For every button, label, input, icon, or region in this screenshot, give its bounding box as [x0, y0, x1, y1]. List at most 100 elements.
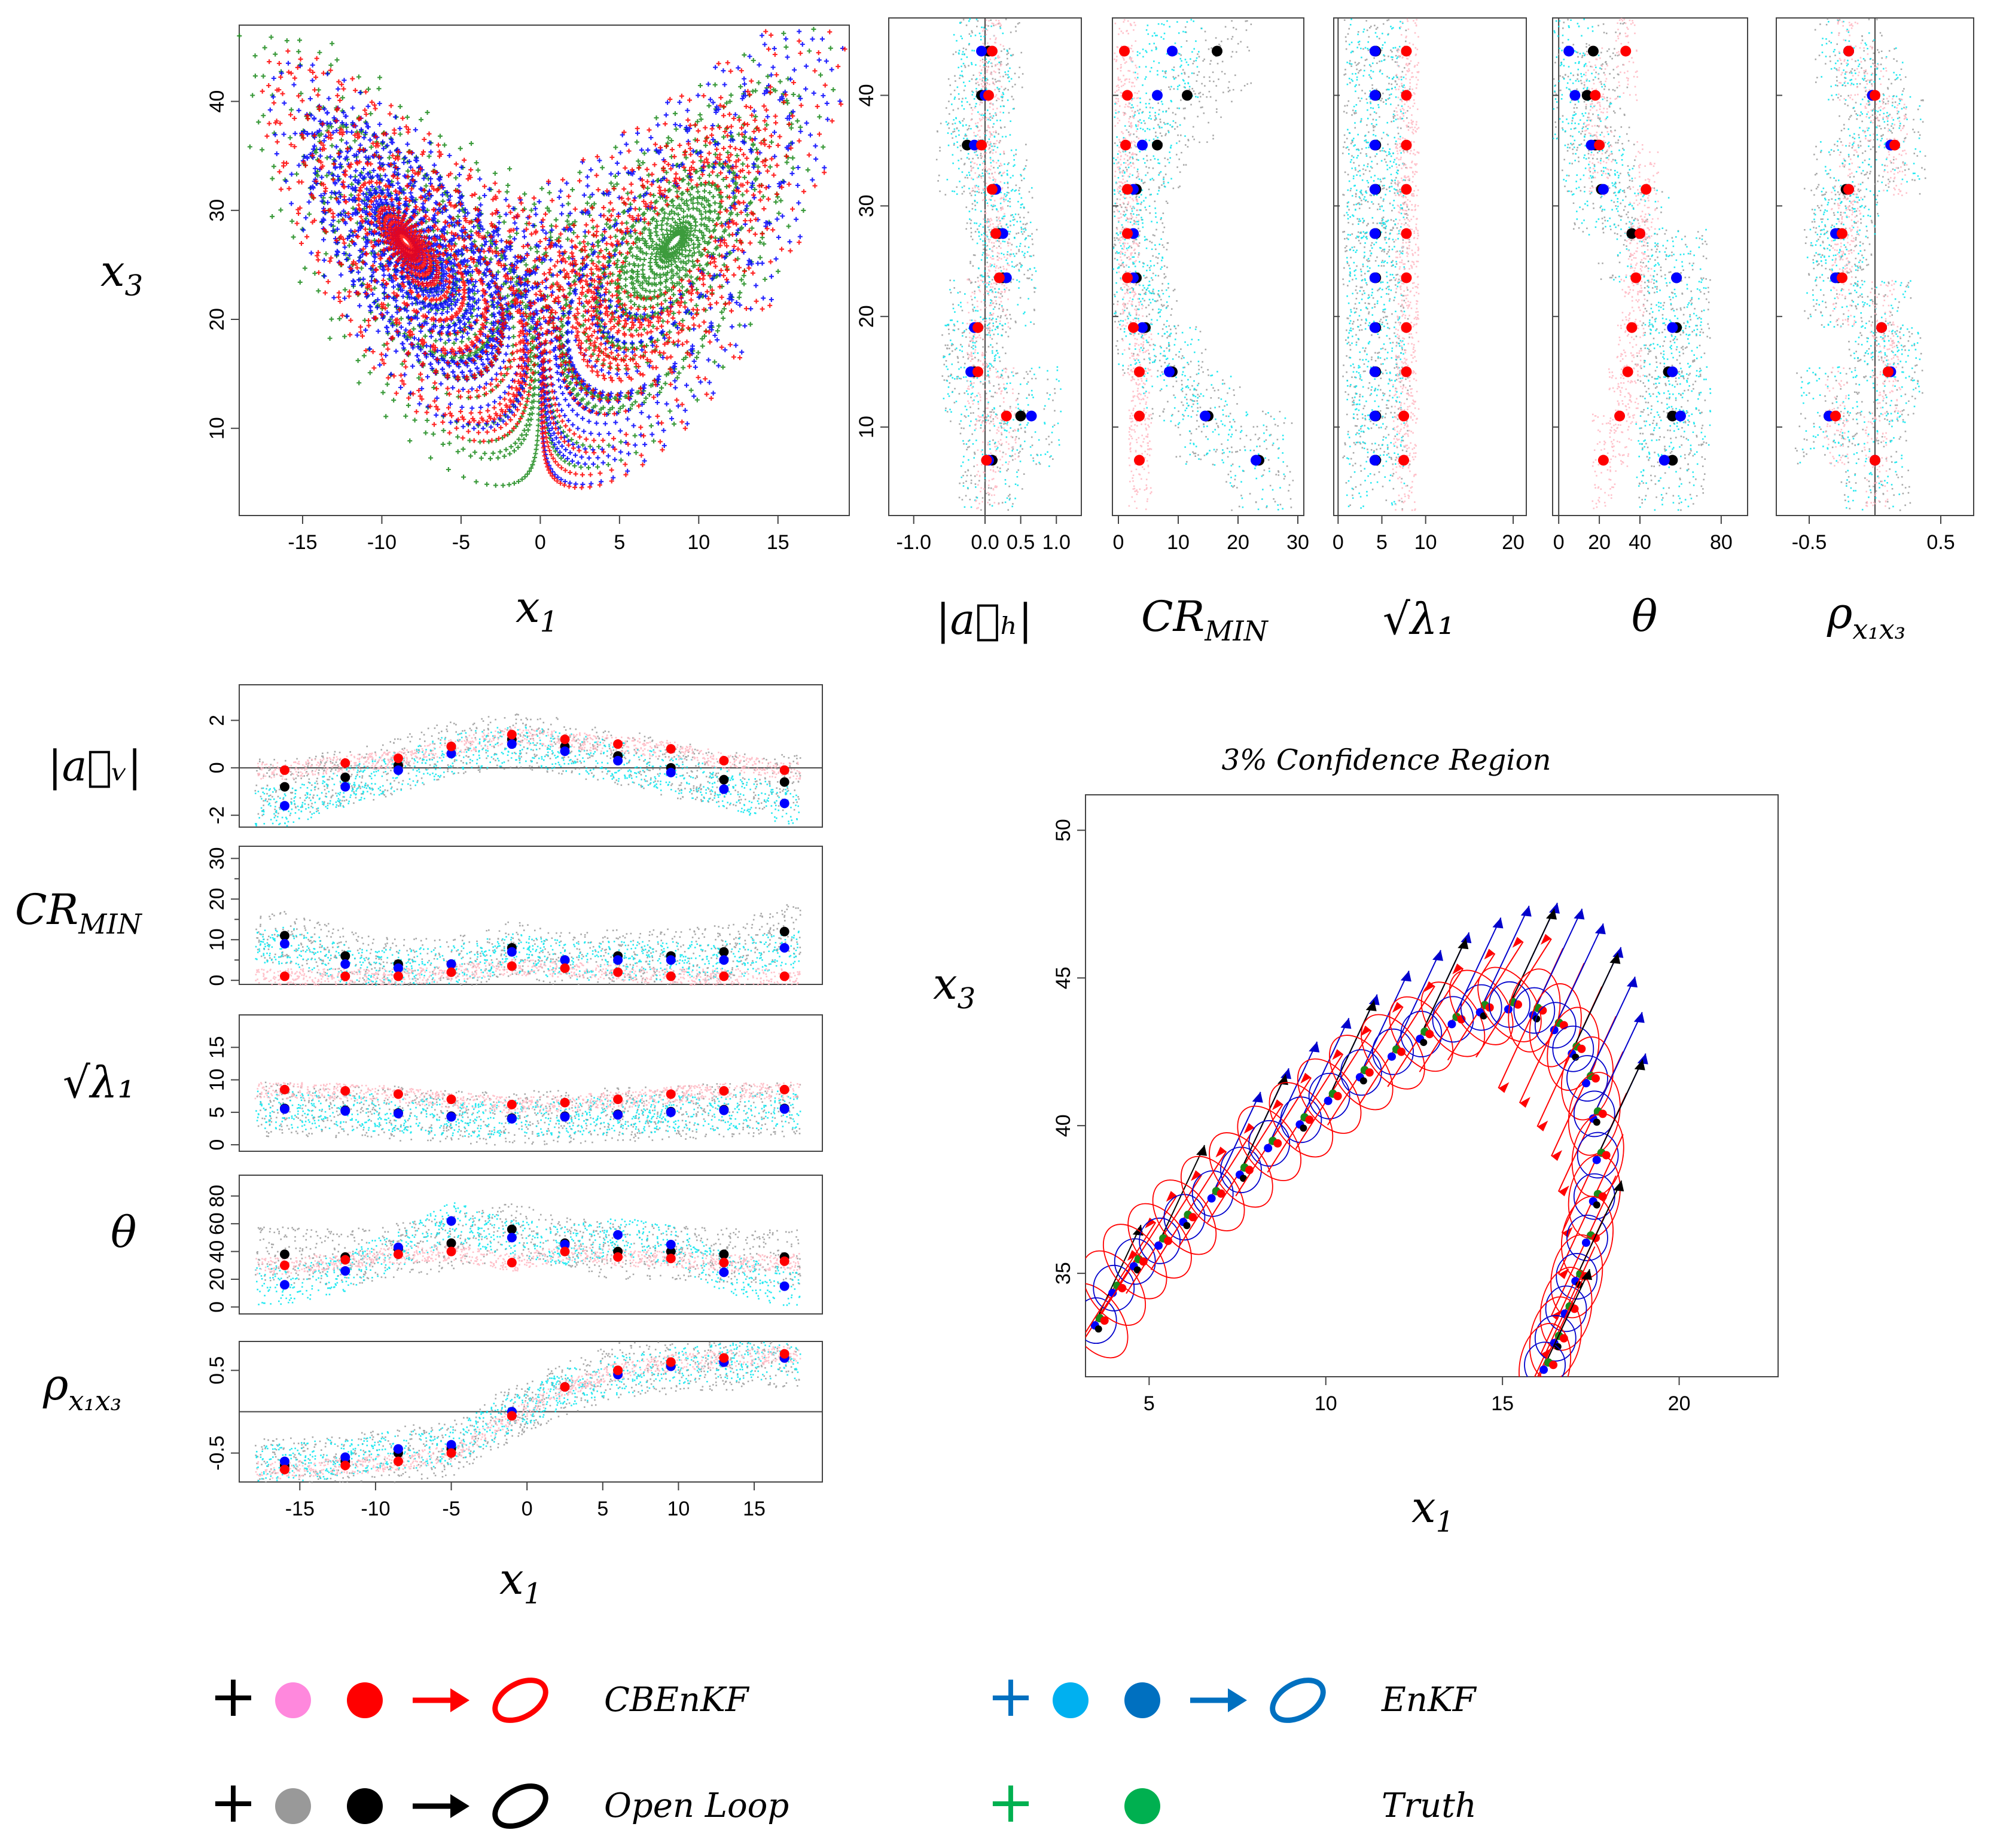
ah_vs_x3-xtick-label: -1.0 [896, 531, 931, 554]
enkf-ellipse [1545, 1285, 1587, 1332]
cbenkf-ellipse [1560, 1036, 1614, 1121]
rho_vs_x1-cbenkf-bin [719, 1353, 729, 1363]
av_vs_x1-frame [239, 684, 823, 828]
enkf-ellipse [1248, 1120, 1291, 1167]
enkf-arrow-head [1637, 1053, 1648, 1065]
cbenkf-ellipse [1127, 1203, 1192, 1279]
lambda_vs_x3-enkf-bin [1369, 228, 1380, 239]
ah_vs_x3-ytick-label: 30 [855, 194, 878, 217]
cr_vs_x3-enkf-bin [1251, 455, 1261, 466]
legend-plus-icon: + [987, 1663, 1035, 1730]
ah_vs_x3-cbenkf-bin [983, 90, 994, 101]
theta_vs_x1-cbenkf-bin [719, 1258, 729, 1268]
enkf-ellipse [1573, 1090, 1615, 1138]
theta_vs_x3-cbenkf-bin [1620, 45, 1632, 57]
legend-label: EnKF [1381, 1681, 1477, 1719]
openloop-arrow [1159, 1145, 1205, 1242]
rho_vs_x1-xtick-label: -10 [361, 1498, 390, 1520]
theta_vs_x1-openloop-bin [279, 1249, 289, 1260]
cbenkf-point [1188, 1213, 1197, 1222]
lambda_vs_x1-ytick-label: 15 [206, 1036, 228, 1059]
openloop-point [1094, 1325, 1102, 1333]
openloop-point [1300, 1124, 1307, 1132]
ah_vs_x3-xtick-label: 0.0 [971, 531, 999, 554]
cbenkf-arrow-head [1537, 1120, 1548, 1132]
cr-label-left: CRMIN [15, 885, 143, 940]
axis-labels-layer: x1 x3 |a⃗ₕ| CRMIN √λ₁ θ ρx₁x₃ |a⃗ᵥ| CRMI… [15, 246, 1905, 1611]
ah_vs_x3-cbenkf-bin [972, 322, 984, 333]
enkf-ellipse [1524, 1341, 1566, 1377]
attractor-xtick-label: 0 [535, 531, 546, 554]
legend-item-truth: + Truth [987, 1768, 1477, 1835]
attractor-ylabel: x3 [100, 246, 143, 303]
lambda_vs_x1-cbenkf-bin [446, 1094, 456, 1105]
lambda_vs_x3-cbenkf-bin [1401, 228, 1412, 239]
av_vs_x1-enkf-bin [560, 746, 570, 757]
attractor-xlabel: x1 [516, 582, 558, 639]
cbenkf-arrow [1359, 986, 1435, 1105]
rho_vs_x1-xtick-label: 15 [743, 1498, 766, 1520]
lambda_vs_x1-ytick-label: 0 [206, 1139, 228, 1151]
cbenkf-ellipse [1389, 996, 1454, 1072]
enkf-ellipse [1086, 1297, 1117, 1344]
rho_vs_x1-xtick-label: -5 [442, 1498, 460, 1520]
theta_vs_x3-openloop-bin [1626, 228, 1638, 239]
confidence-region-ytick-label: 45 [1052, 966, 1075, 989]
theta_vs_x3-enkf-bin [1667, 366, 1678, 377]
confidence-region-content [1086, 902, 1648, 1377]
cbenkf-arrow-head [1272, 1099, 1283, 1111]
enkf-arrow [1480, 905, 1530, 1008]
lambda_vs_x3-cloud-2 [1392, 18, 1420, 511]
enkf-arrow [1554, 923, 1604, 1026]
rho_vs_x1-ytick-label: 0.5 [206, 1356, 228, 1385]
attractor-ytick-label: 40 [206, 90, 228, 113]
lambda_vs_x3-enkf-bin [1369, 184, 1380, 195]
av_vs_x1-cbenkf-bin [340, 758, 350, 768]
av_vs_x1-cbenkf-bin [507, 730, 517, 740]
av_vs_x1-enkf-bin [340, 782, 350, 792]
cbenkf-arrow-head [1484, 949, 1495, 960]
lambda_vs_x1-enkf-bin [446, 1112, 456, 1122]
lambda_vs_x3-enkf-bin [1369, 45, 1380, 57]
cr_vs_x1-cbenkf-bin [779, 971, 789, 981]
enkf-arrow-head [1280, 1068, 1291, 1079]
enkf-ellipse [1534, 1002, 1577, 1049]
lambda_vs_x1-cbenkf-bin [779, 1084, 789, 1094]
theta_vs_x3-enkf-bin [1569, 90, 1581, 101]
legend-item-cbenkf: + CBEnKF [209, 1663, 750, 1730]
cr_vs_x1-ytick-label: 10 [206, 928, 228, 951]
legend-dark-dot-icon [1124, 1682, 1160, 1718]
ah-label: |a⃗ₕ| [936, 595, 1032, 644]
lambda_vs_x3-cbenkf-bin [1401, 184, 1412, 195]
cbenkf-arrow-head [1558, 1268, 1569, 1279]
rho_vs_x3-cloud-2 [1824, 18, 1908, 507]
ah_vs_x3-cbenkf-bin [972, 366, 984, 377]
cbenkf-arrow-head [1332, 1049, 1343, 1060]
cr_vs_x1-enkf-bin [719, 955, 729, 965]
theta_vs_x3-cbenkf-bin [1641, 184, 1652, 195]
openloop-arrow [1420, 938, 1467, 1035]
theta_vs_x1-enkf-bin [719, 1267, 729, 1277]
av_vs_x1-cbenkf-bin [719, 755, 729, 766]
openloop-point [1420, 1039, 1428, 1047]
theta_vs_x3-enkf-bin [1675, 410, 1686, 422]
cr_vs_x1-openloop-bin [340, 951, 350, 961]
cr_vs_x3-cbenkf-bin [1128, 322, 1139, 333]
cbenkf-arrow-head [1519, 1097, 1530, 1108]
cbenkf-arrow [1207, 1103, 1283, 1223]
theta-label-top: θ [1632, 591, 1657, 641]
theta_vs_x3-cbenkf-bin [1626, 322, 1638, 333]
cbenkf-arrow-head [1300, 1072, 1312, 1084]
av_vs_x1-openloop-bin [340, 772, 350, 782]
cbenkf-arrow-head [1360, 1025, 1371, 1036]
enkf-arrow-head [1548, 902, 1560, 914]
av_vs_x1-ytick-label: -2 [206, 806, 228, 824]
openloop-arrow [1509, 908, 1555, 1005]
enkf-ellipse [1534, 1315, 1577, 1362]
openloop-point [1359, 1077, 1367, 1085]
cbenkf-ellipse [1361, 1014, 1425, 1090]
theta_vs_x3-openloop-bin [1667, 455, 1678, 466]
av-label: |a⃗ᵥ| [48, 742, 142, 791]
theta_vs_x1-enkf-bin [613, 1230, 623, 1240]
av_vs_x1-openloop-bin [779, 777, 789, 787]
